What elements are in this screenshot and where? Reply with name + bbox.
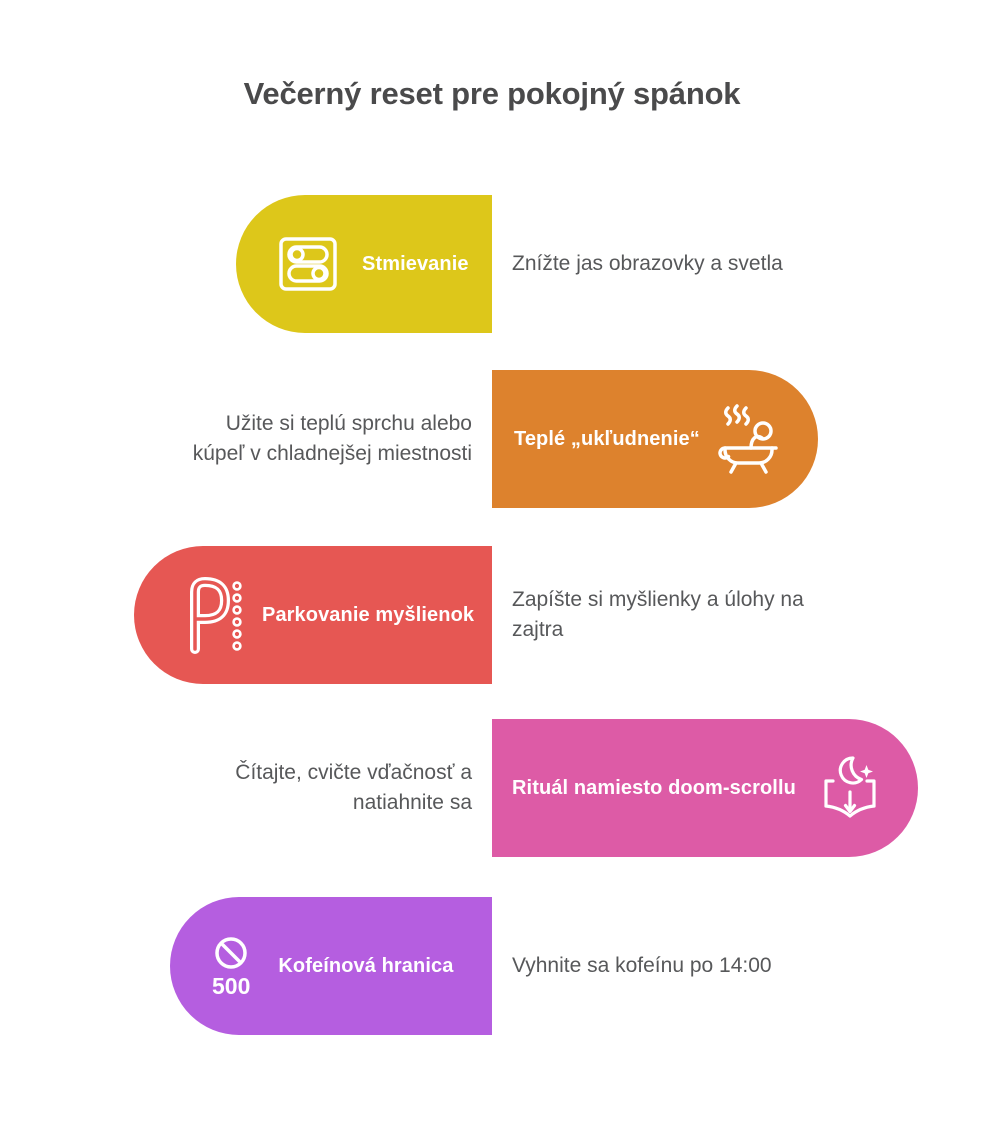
step-description: Znížte jas obrazovky a svetla <box>512 252 783 275</box>
step-description: Zapíšte si myšlienky a úlohy na zajtra <box>512 588 804 641</box>
bath-icon <box>710 400 786 478</box>
step-card-parkovanie-myslienok: Parkovanie myšlienok <box>134 546 492 684</box>
step-card-kofeinova-hranica: 500 Kofeínová hranica <box>170 897 492 1035</box>
book-moon-icon <box>818 754 882 822</box>
step-label: Stmievanie <box>362 252 469 275</box>
toggles-icon <box>276 232 340 296</box>
page-title: Večerný reset pre pokojný spánok <box>243 76 741 111</box>
step-label: Teplé „ukľudnenie“ <box>514 427 700 450</box>
step-card-teple-ukludnenie: Teplé „ukľudnenie“ <box>492 370 818 508</box>
no-caffeine-icon: 500 <box>212 934 250 998</box>
caffeine-limit-number: 500 <box>212 973 251 999</box>
step-label: Kofeínová hranica <box>278 954 454 977</box>
step-description: Čítajte, cvičte vďačnosť a natiahnite sa <box>235 761 472 814</box>
step-label: Rituál namiesto doom-scrollu <box>512 776 796 799</box>
step-card-stmievanie: Stmievanie <box>236 195 492 333</box>
parking-icon <box>178 573 244 657</box>
step-label: Parkovanie myšlienok <box>262 603 475 626</box>
step-description: Vyhnite sa kofeínu po 14:00 <box>512 954 772 977</box>
step-description: Užite si teplú sprchu alebo kúpeľ v chla… <box>192 412 472 465</box>
step-card-ritual-namiesto-doomscrollu: Rituál namiesto doom-scrollu <box>492 719 918 857</box>
